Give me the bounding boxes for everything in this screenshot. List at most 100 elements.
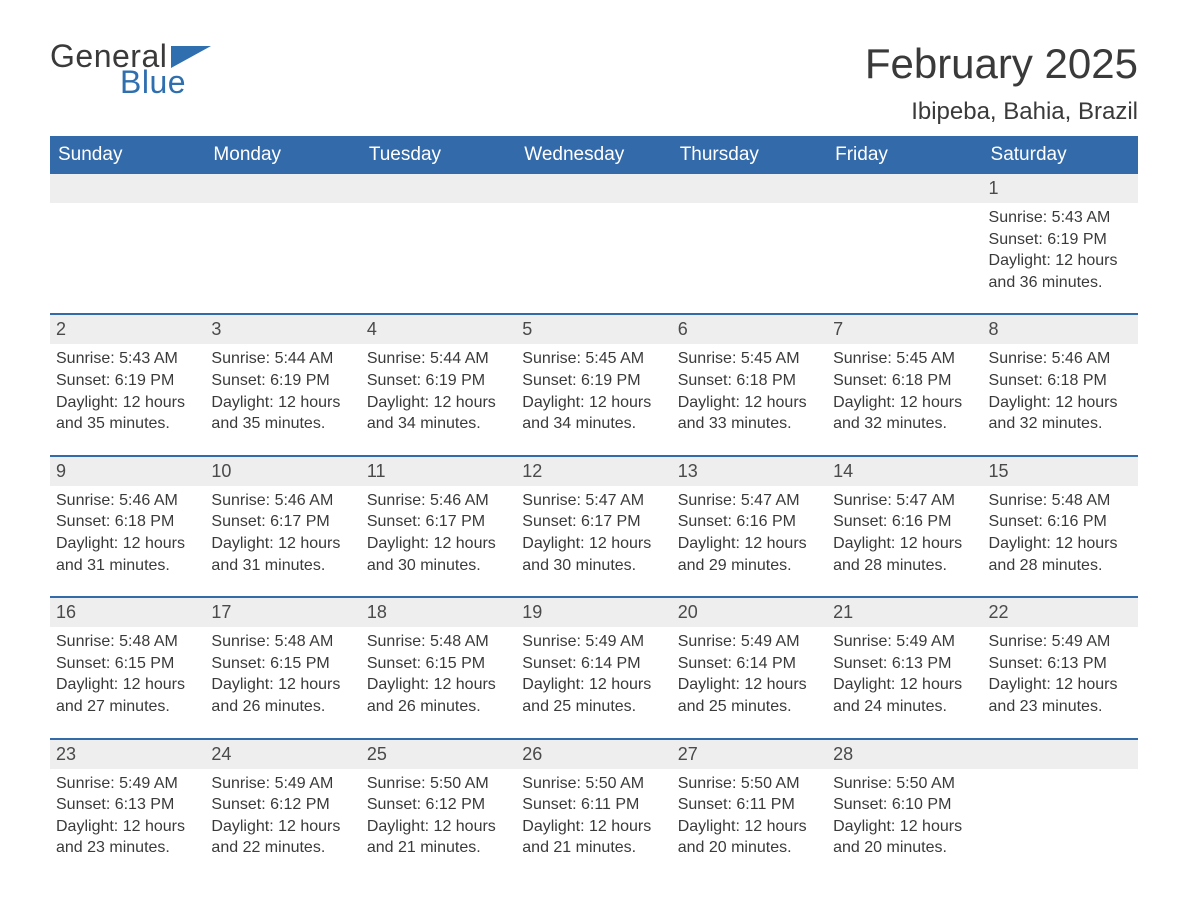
sunrise-line: Sunrise: 5:47 AM	[522, 490, 665, 512]
day-number: 5	[516, 315, 671, 344]
daybody-row: Sunrise: 5:46 AMSunset: 6:18 PMDaylight:…	[50, 486, 1138, 594]
sunrise-line: Sunrise: 5:50 AM	[367, 773, 510, 795]
page-title: February 2025	[865, 40, 1138, 88]
day-number: 12	[516, 457, 671, 486]
day-number: 26	[516, 740, 671, 769]
logo-text-blue: Blue	[120, 66, 211, 98]
sunset-line: Sunset: 6:16 PM	[989, 511, 1132, 533]
day-cell: Sunrise: 5:50 AMSunset: 6:10 PMDaylight:…	[827, 769, 982, 877]
sunrise-line: Sunrise: 5:45 AM	[678, 348, 821, 370]
daylight-line: Daylight: 12 hours and 29 minutes.	[678, 533, 821, 576]
day-number: 27	[672, 740, 827, 769]
logo: General Blue	[50, 40, 211, 98]
day-number	[50, 174, 205, 203]
sunset-line: Sunset: 6:14 PM	[678, 653, 821, 675]
daybody-row: Sunrise: 5:43 AMSunset: 6:19 PMDaylight:…	[50, 203, 1138, 311]
daylight-line: Daylight: 12 hours and 25 minutes.	[678, 674, 821, 717]
day-number: 2	[50, 315, 205, 344]
day-number: 3	[205, 315, 360, 344]
daynum-row: 9101112131415	[50, 455, 1138, 486]
sunset-line: Sunset: 6:19 PM	[522, 370, 665, 392]
daylight-line: Daylight: 12 hours and 23 minutes.	[989, 674, 1132, 717]
sunrise-line: Sunrise: 5:49 AM	[833, 631, 976, 653]
day-number: 10	[205, 457, 360, 486]
day-number	[516, 174, 671, 203]
dayhead-sat: Saturday	[983, 136, 1138, 174]
daylight-line: Daylight: 12 hours and 35 minutes.	[56, 392, 199, 435]
daynum-row: 2345678	[50, 313, 1138, 344]
week-row: 232425262728Sunrise: 5:49 AMSunset: 6:13…	[50, 738, 1138, 877]
daybody-row: Sunrise: 5:49 AMSunset: 6:13 PMDaylight:…	[50, 769, 1138, 877]
daylight-line: Daylight: 12 hours and 32 minutes.	[833, 392, 976, 435]
daylight-line: Daylight: 12 hours and 26 minutes.	[211, 674, 354, 717]
day-number: 16	[50, 598, 205, 627]
sunrise-line: Sunrise: 5:46 AM	[989, 348, 1132, 370]
sunset-line: Sunset: 6:11 PM	[522, 794, 665, 816]
day-cell: Sunrise: 5:49 AMSunset: 6:13 PMDaylight:…	[983, 627, 1138, 735]
day-cell: Sunrise: 5:49 AMSunset: 6:14 PMDaylight:…	[516, 627, 671, 735]
dayhead-sun: Sunday	[50, 136, 205, 174]
sunset-line: Sunset: 6:19 PM	[367, 370, 510, 392]
sunset-line: Sunset: 6:16 PM	[678, 511, 821, 533]
sunset-line: Sunset: 6:15 PM	[367, 653, 510, 675]
daylight-line: Daylight: 12 hours and 36 minutes.	[989, 250, 1132, 293]
daylight-line: Daylight: 12 hours and 34 minutes.	[367, 392, 510, 435]
day-number: 13	[672, 457, 827, 486]
daylight-line: Daylight: 12 hours and 30 minutes.	[367, 533, 510, 576]
day-cell: Sunrise: 5:50 AMSunset: 6:11 PMDaylight:…	[516, 769, 671, 877]
sunrise-line: Sunrise: 5:48 AM	[367, 631, 510, 653]
daylight-line: Daylight: 12 hours and 28 minutes.	[833, 533, 976, 576]
sunrise-line: Sunrise: 5:50 AM	[833, 773, 976, 795]
sunset-line: Sunset: 6:11 PM	[678, 794, 821, 816]
day-number	[983, 740, 1138, 769]
day-cell: Sunrise: 5:50 AMSunset: 6:11 PMDaylight:…	[672, 769, 827, 877]
sunrise-line: Sunrise: 5:46 AM	[211, 490, 354, 512]
day-number	[827, 174, 982, 203]
day-number: 14	[827, 457, 982, 486]
day-cell: Sunrise: 5:47 AMSunset: 6:16 PMDaylight:…	[672, 486, 827, 594]
sunset-line: Sunset: 6:19 PM	[56, 370, 199, 392]
daylight-line: Daylight: 12 hours and 31 minutes.	[56, 533, 199, 576]
daynum-row: 16171819202122	[50, 596, 1138, 627]
page: General Blue February 2025 Ibipeba, Bahi…	[0, 0, 1188, 907]
day-number: 8	[983, 315, 1138, 344]
day-number: 25	[361, 740, 516, 769]
day-cell: Sunrise: 5:49 AMSunset: 6:13 PMDaylight:…	[827, 627, 982, 735]
sunset-line: Sunset: 6:13 PM	[833, 653, 976, 675]
day-number: 24	[205, 740, 360, 769]
sunrise-line: Sunrise: 5:44 AM	[211, 348, 354, 370]
sunset-line: Sunset: 6:15 PM	[56, 653, 199, 675]
day-cell	[205, 203, 360, 311]
daylight-line: Daylight: 12 hours and 28 minutes.	[989, 533, 1132, 576]
day-number	[361, 174, 516, 203]
sunrise-line: Sunrise: 5:47 AM	[833, 490, 976, 512]
sunrise-line: Sunrise: 5:46 AM	[56, 490, 199, 512]
daylight-line: Daylight: 12 hours and 21 minutes.	[522, 816, 665, 859]
day-number: 21	[827, 598, 982, 627]
day-number: 6	[672, 315, 827, 344]
day-cell	[361, 203, 516, 311]
day-number: 7	[827, 315, 982, 344]
page-subtitle: Ibipeba, Bahia, Brazil	[865, 98, 1138, 126]
sunset-line: Sunset: 6:19 PM	[211, 370, 354, 392]
daylight-line: Daylight: 12 hours and 22 minutes.	[211, 816, 354, 859]
day-cell: Sunrise: 5:48 AMSunset: 6:15 PMDaylight:…	[205, 627, 360, 735]
day-number: 28	[827, 740, 982, 769]
sunset-line: Sunset: 6:14 PM	[522, 653, 665, 675]
day-cell: Sunrise: 5:45 AMSunset: 6:18 PMDaylight:…	[827, 344, 982, 452]
daylight-line: Daylight: 12 hours and 31 minutes.	[211, 533, 354, 576]
daybody-row: Sunrise: 5:43 AMSunset: 6:19 PMDaylight:…	[50, 344, 1138, 452]
day-cell	[827, 203, 982, 311]
sunrise-line: Sunrise: 5:50 AM	[522, 773, 665, 795]
dayhead-wed: Wednesday	[516, 136, 671, 174]
sunrise-line: Sunrise: 5:45 AM	[522, 348, 665, 370]
day-number: 15	[983, 457, 1138, 486]
day-number: 23	[50, 740, 205, 769]
daybody-row: Sunrise: 5:48 AMSunset: 6:15 PMDaylight:…	[50, 627, 1138, 735]
daynum-row: 232425262728	[50, 738, 1138, 769]
daylight-line: Daylight: 12 hours and 32 minutes.	[989, 392, 1132, 435]
sunrise-line: Sunrise: 5:49 AM	[678, 631, 821, 653]
daylight-line: Daylight: 12 hours and 27 minutes.	[56, 674, 199, 717]
day-cell: Sunrise: 5:44 AMSunset: 6:19 PMDaylight:…	[205, 344, 360, 452]
day-number: 19	[516, 598, 671, 627]
